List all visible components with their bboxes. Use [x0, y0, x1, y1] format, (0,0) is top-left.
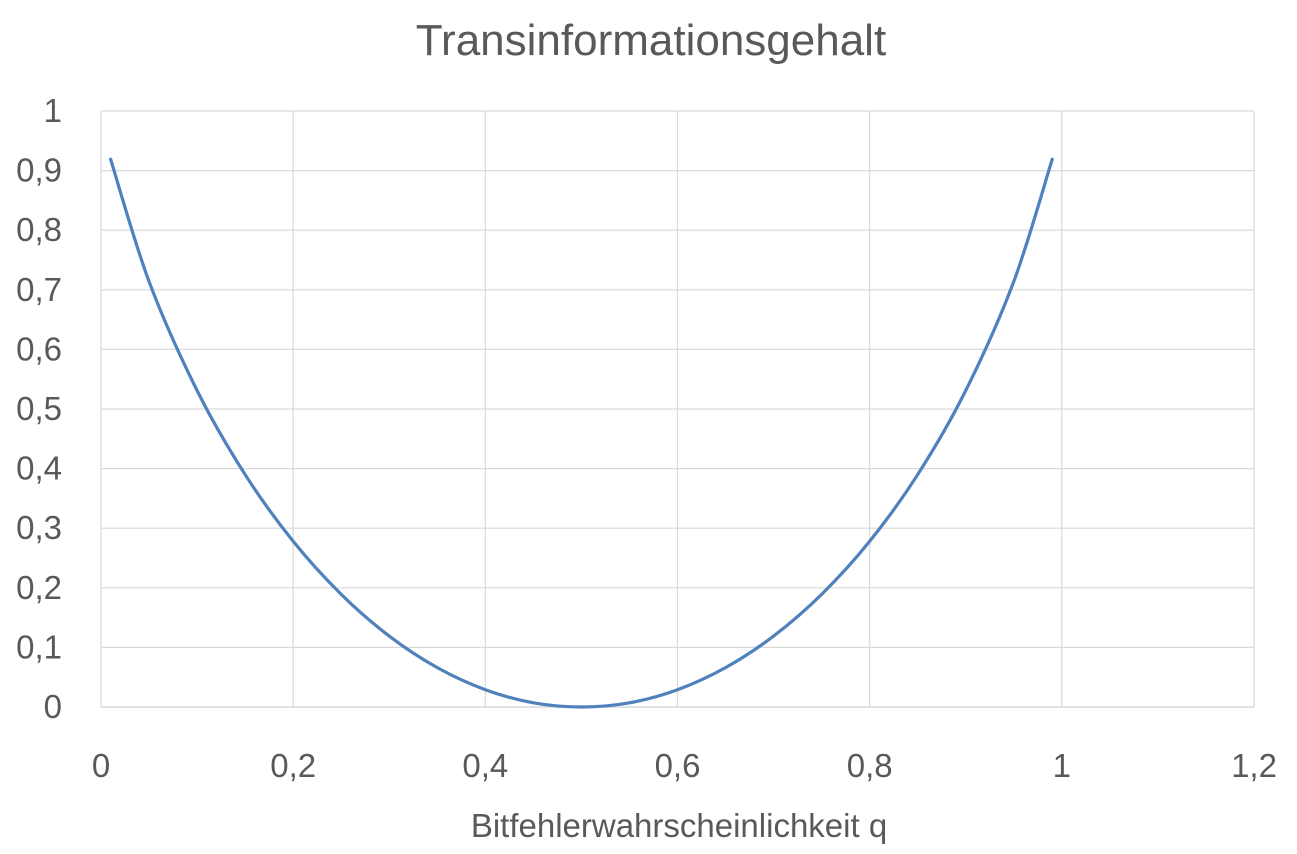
- series-layer: [109, 157, 1054, 709]
- y-tick-label: 0,5: [16, 390, 62, 427]
- series-line: [109, 157, 1054, 709]
- y-tick-labels: 0 0,1 0,2 0,3 0,4 0,5 0,6 0,7 0,8 0,9 1: [16, 92, 62, 725]
- x-tick-label: 0,8: [847, 747, 893, 784]
- x-tick-label: 1,2: [1231, 747, 1277, 784]
- y-tick-label: 0,8: [16, 211, 62, 248]
- x-tick-labels: 0 0,2 0,4 0,6 0,8 1 1,2: [92, 747, 1277, 784]
- y-tick-label: 0,4: [16, 450, 62, 487]
- y-tick-label: 0,9: [16, 152, 62, 189]
- y-tick-label: 0,3: [16, 509, 62, 546]
- x-tick-label: 0,2: [270, 747, 316, 784]
- y-tick-label: 1: [44, 92, 62, 129]
- chart-title: Transinformationsgehalt: [416, 16, 886, 65]
- x-axis-label: Bitfehlerwahrscheinlichkeit q: [471, 807, 887, 844]
- x-tick-label: 1: [1053, 747, 1071, 784]
- y-tick-label: 0,1: [16, 628, 62, 665]
- x-tick-label: 0,4: [462, 747, 508, 784]
- y-tick-label: 0,7: [16, 271, 62, 308]
- y-tick-label: 0,2: [16, 569, 62, 606]
- y-tick-label: 0,6: [16, 330, 62, 367]
- y-tick-label: 0: [44, 688, 62, 725]
- grid-layer: [100, 110, 1255, 707]
- x-tick-label: 0,6: [655, 747, 701, 784]
- x-tick-label: 0: [92, 747, 110, 784]
